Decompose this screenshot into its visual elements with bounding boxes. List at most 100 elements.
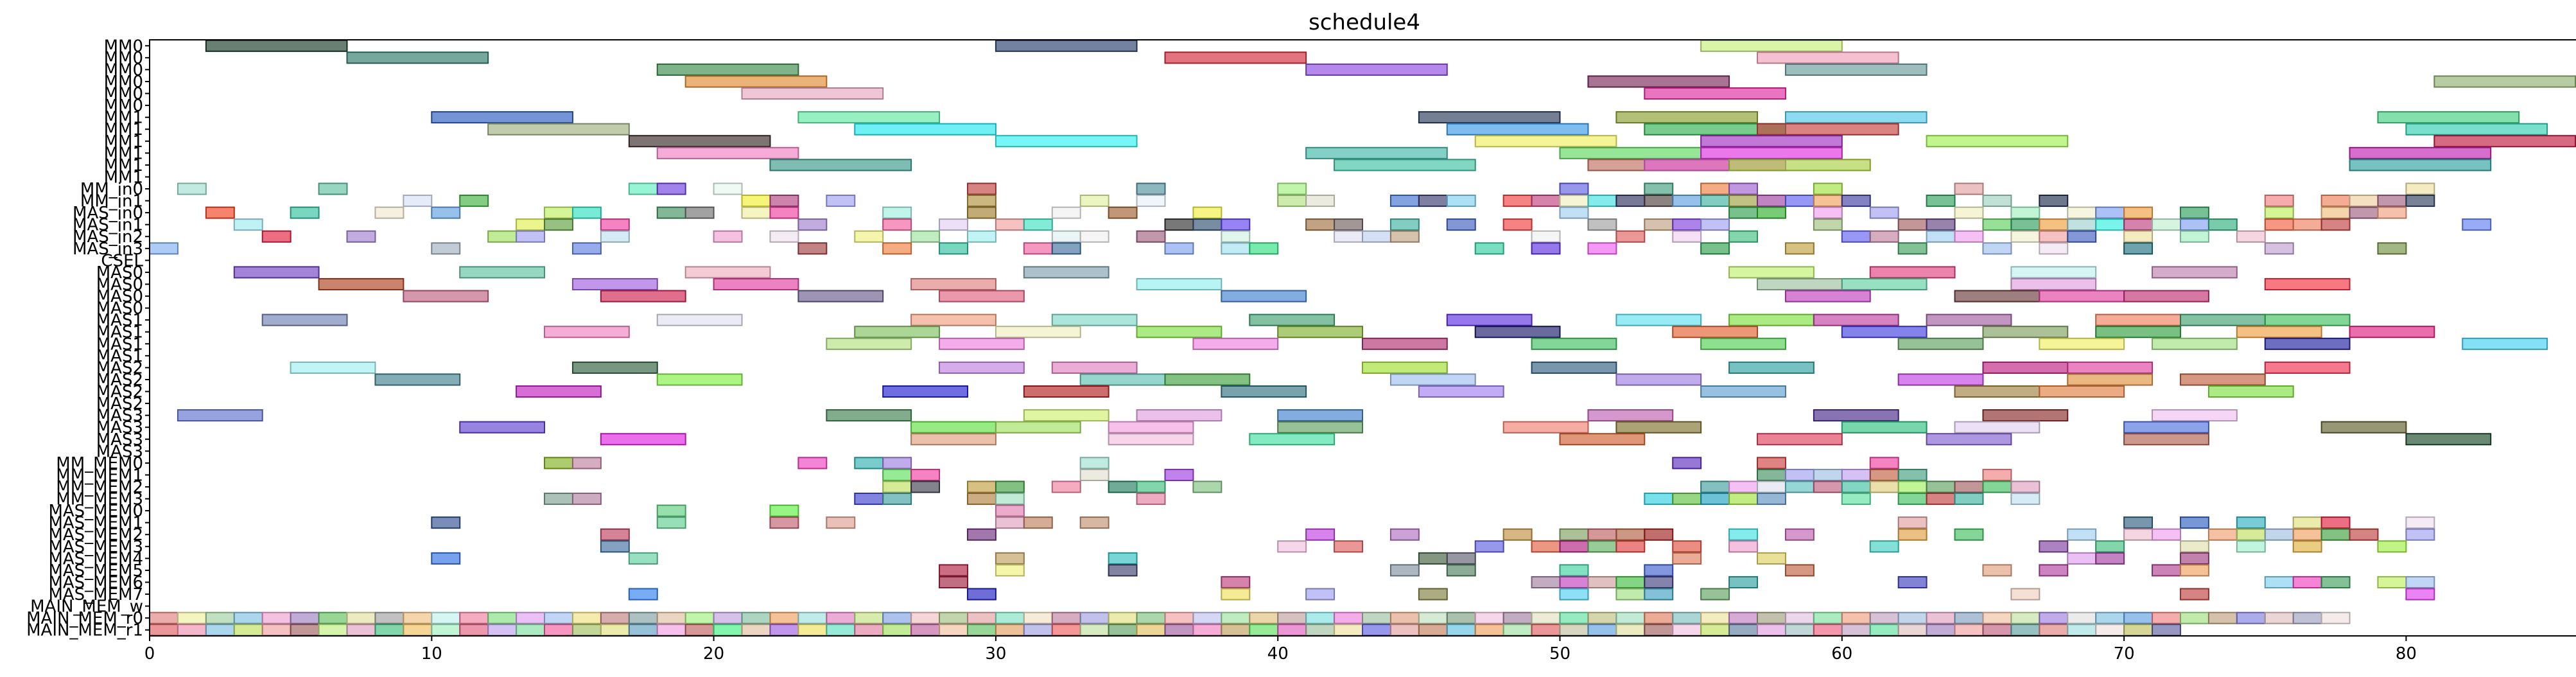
task-bar — [2292, 516, 2322, 529]
task-bar — [939, 290, 1025, 303]
task-bar — [1136, 611, 1166, 624]
task-bar — [995, 552, 1025, 565]
task-bar — [1897, 516, 1928, 529]
task-bar — [2264, 242, 2294, 255]
task-bar — [544, 326, 630, 338]
task-bar — [1954, 230, 1984, 243]
task-bar — [854, 457, 884, 470]
task-bar — [1644, 493, 1674, 506]
task-bar — [656, 504, 686, 517]
task-bar — [2010, 266, 2097, 279]
x-tick-label: 70 — [2114, 644, 2135, 664]
task-bar — [1897, 576, 1928, 589]
task-bar — [2010, 277, 2097, 291]
task-bar — [1221, 242, 1251, 255]
plot-frame — [149, 39, 2576, 637]
task-bar — [1531, 624, 1561, 637]
task-bar — [403, 195, 433, 207]
task-bar — [1418, 195, 1448, 207]
task-bar — [2152, 528, 2181, 541]
row-label: MAS_in1 — [73, 216, 143, 235]
task-bar — [1023, 516, 1053, 529]
task-bar — [1305, 588, 1336, 601]
task-bar — [2123, 516, 2154, 529]
row-label: MM0 — [104, 37, 143, 56]
task-bar — [1672, 552, 1702, 565]
task-bar — [628, 588, 658, 601]
task-bar — [910, 468, 941, 481]
task-bar — [1474, 611, 1504, 624]
task-bar — [2179, 588, 2209, 601]
task-bar — [2123, 433, 2209, 446]
task-bar — [571, 206, 602, 219]
task-bar — [1389, 564, 1420, 577]
task-bar — [1926, 493, 1956, 506]
task-bar — [1982, 564, 2012, 577]
task-bar — [1700, 624, 1730, 637]
task-bar — [2320, 516, 2351, 529]
task-bar — [2123, 421, 2209, 434]
task-bar — [1615, 111, 1759, 124]
task-bar — [2207, 218, 2238, 231]
task-bar — [1926, 480, 1956, 493]
task-bar — [1757, 552, 1786, 565]
task-bar — [1757, 624, 1786, 637]
task-bar — [2067, 373, 2154, 386]
task-bar — [1954, 290, 2041, 303]
task-bar — [403, 290, 489, 303]
task-bar — [233, 611, 263, 624]
task-bar — [1108, 421, 1194, 434]
task-bar — [2179, 540, 2209, 553]
task-bar — [374, 611, 405, 624]
task-bar — [571, 242, 602, 255]
task-bar — [2152, 409, 2238, 422]
task-bar — [1700, 195, 1730, 207]
task-bar — [1954, 611, 1984, 624]
task-bar — [1474, 135, 1617, 148]
task-bar — [1784, 611, 1815, 624]
task-bar — [1305, 146, 1448, 159]
task-bar — [1474, 326, 1561, 338]
task-bar — [2010, 588, 2041, 601]
task-bar — [939, 361, 1025, 374]
task-bar — [1277, 624, 1307, 637]
task-bar — [1954, 624, 1984, 637]
task-bar — [2236, 528, 2266, 541]
row-label: MAS_MEM5 — [48, 561, 143, 581]
task-bar — [2349, 326, 2435, 338]
task-bar — [2123, 624, 2154, 637]
task-bar — [1446, 611, 1476, 624]
task-bar — [1164, 611, 1194, 624]
task-bar — [403, 611, 433, 624]
task-bar — [769, 206, 799, 219]
task-bar — [1897, 242, 1928, 255]
task-bar — [1954, 206, 1984, 219]
task-bar — [1587, 75, 1730, 88]
task-bar — [1249, 433, 1336, 446]
task-bar — [2292, 611, 2322, 624]
task-bar — [1051, 611, 1081, 624]
row-label: MAS3 — [96, 407, 143, 426]
task-bar — [1700, 182, 1730, 195]
task-bar — [2236, 611, 2266, 624]
task-bar — [769, 195, 799, 207]
row-label: MM0 — [104, 96, 143, 116]
task-bar — [318, 611, 348, 624]
task-bar — [2349, 195, 2379, 207]
task-bar — [1813, 313, 1899, 326]
task-bar — [1784, 242, 1815, 255]
task-bar — [1672, 218, 1702, 231]
task-bar — [1615, 528, 1646, 541]
task-bar — [1700, 135, 1843, 148]
task-bar — [600, 528, 630, 541]
task-bar — [1531, 611, 1561, 624]
row-label: MAS2 — [96, 371, 143, 390]
task-bar — [1277, 421, 1364, 434]
task-bar — [2433, 75, 2576, 88]
task-bar — [656, 373, 743, 386]
task-bar — [177, 182, 207, 195]
task-bar — [995, 624, 1025, 637]
task-bar — [600, 433, 686, 446]
task-bar — [1841, 230, 1871, 243]
task-bar — [2095, 313, 2181, 326]
